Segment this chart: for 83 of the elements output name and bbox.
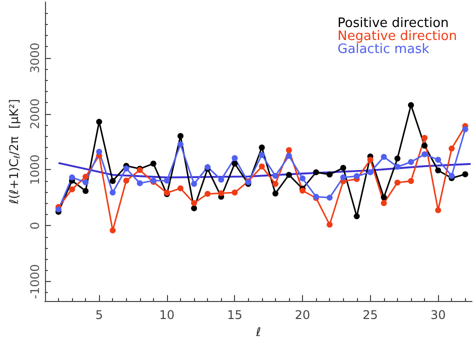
point bbox=[367, 169, 374, 176]
point bbox=[367, 156, 374, 163]
point bbox=[380, 154, 387, 160]
point bbox=[82, 174, 89, 180]
point bbox=[394, 180, 400, 186]
point bbox=[232, 190, 238, 196]
x-tick-label: 5 bbox=[95, 308, 103, 322]
point bbox=[232, 155, 238, 162]
x-tick-label: 20 bbox=[294, 308, 310, 322]
point bbox=[177, 141, 184, 148]
text: Galactic mask bbox=[338, 42, 430, 57]
point bbox=[462, 171, 468, 178]
point bbox=[136, 180, 143, 186]
point bbox=[82, 188, 89, 194]
point bbox=[448, 146, 455, 152]
y-tick-label: 1000 bbox=[28, 154, 42, 185]
point bbox=[82, 179, 89, 186]
point bbox=[218, 190, 224, 196]
point bbox=[286, 172, 292, 178]
point bbox=[272, 190, 278, 196]
point bbox=[232, 160, 238, 167]
point bbox=[123, 165, 130, 172]
x-tick-label: 25 bbox=[362, 308, 378, 322]
x-tick-label: 30 bbox=[430, 308, 446, 322]
point bbox=[272, 180, 278, 187]
point bbox=[55, 206, 62, 212]
point bbox=[462, 126, 468, 132]
point bbox=[96, 118, 102, 125]
x-axis-title: ℓ bbox=[254, 325, 261, 339]
point bbox=[422, 134, 428, 141]
text: Positive direction bbox=[338, 16, 449, 31]
point bbox=[218, 176, 224, 183]
point bbox=[354, 213, 360, 220]
point bbox=[69, 174, 76, 180]
point bbox=[110, 190, 116, 196]
point bbox=[258, 144, 265, 151]
text: Negative direction bbox=[338, 29, 458, 44]
x-tick-label: 10 bbox=[159, 308, 175, 322]
point bbox=[123, 178, 130, 184]
point bbox=[340, 174, 346, 180]
x-tick-label: 15 bbox=[227, 308, 242, 322]
point bbox=[286, 147, 292, 154]
point bbox=[258, 152, 265, 158]
y-tick-label: 3000 bbox=[28, 42, 42, 74]
point bbox=[204, 190, 211, 197]
point bbox=[326, 172, 333, 178]
point bbox=[300, 175, 306, 182]
point bbox=[110, 227, 116, 234]
point bbox=[408, 178, 414, 184]
point bbox=[164, 178, 170, 184]
point bbox=[422, 151, 428, 158]
point bbox=[177, 133, 184, 140]
point bbox=[191, 200, 198, 206]
point bbox=[96, 148, 102, 155]
point bbox=[69, 186, 76, 192]
point bbox=[380, 200, 387, 206]
point bbox=[110, 178, 116, 184]
point bbox=[380, 194, 387, 200]
y-tick-label: -1000 bbox=[28, 264, 42, 299]
point bbox=[313, 169, 320, 176]
point bbox=[286, 152, 292, 159]
y-tick-label: 2000 bbox=[28, 98, 42, 130]
point bbox=[272, 172, 278, 179]
point bbox=[435, 167, 442, 174]
point bbox=[394, 155, 400, 162]
point bbox=[435, 156, 442, 163]
point bbox=[394, 164, 400, 170]
point bbox=[326, 194, 333, 201]
point bbox=[422, 142, 428, 149]
y-axis-title: ℓ(ℓ+1)Cℓ/2π [μK²] bbox=[7, 99, 22, 205]
point bbox=[191, 180, 198, 187]
point bbox=[354, 173, 360, 180]
point bbox=[340, 164, 346, 171]
point bbox=[435, 207, 442, 214]
point bbox=[177, 185, 184, 192]
y-tick-label: 0 bbox=[28, 222, 42, 230]
point bbox=[191, 205, 198, 212]
point bbox=[408, 159, 414, 166]
point bbox=[448, 172, 455, 179]
point bbox=[258, 164, 265, 170]
point bbox=[326, 222, 333, 228]
point bbox=[150, 160, 156, 167]
point bbox=[408, 102, 414, 108]
